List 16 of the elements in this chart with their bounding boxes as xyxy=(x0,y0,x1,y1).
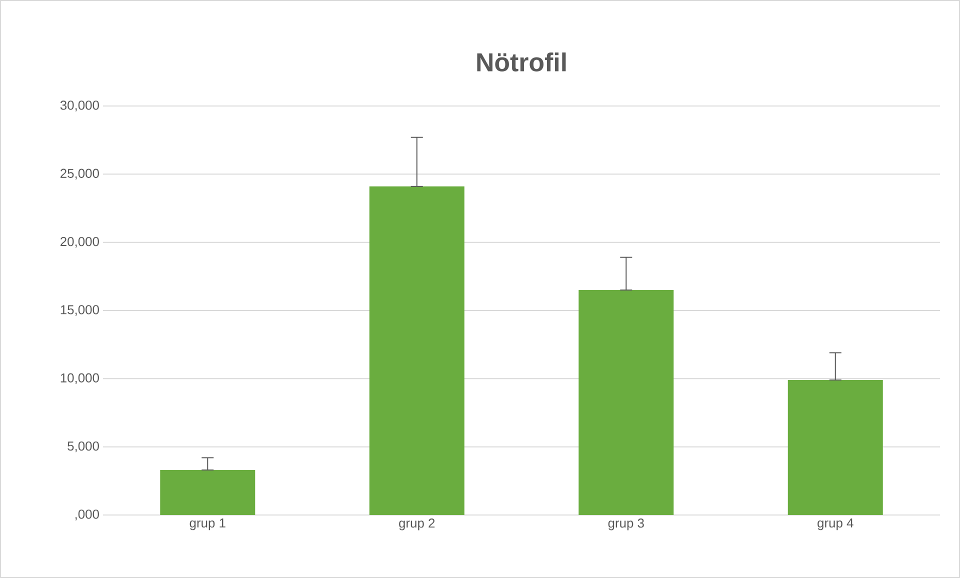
bar xyxy=(788,380,883,515)
x-tick-label: grup 3 xyxy=(608,518,644,530)
y-tick-label: 20,000 xyxy=(60,236,99,248)
y-tick-label: 30,000 xyxy=(60,100,99,112)
bar xyxy=(369,186,464,515)
y-tick-label: 15,000 xyxy=(60,305,99,316)
bar xyxy=(160,470,256,515)
y-tick-label: ,000 xyxy=(75,510,99,520)
x-tick-label: grup 2 xyxy=(399,518,435,530)
x-tick-label: grup 4 xyxy=(818,518,854,530)
chart-title: Nötrofil xyxy=(477,52,566,72)
y-tick-label: 25,000 xyxy=(60,168,99,180)
x-tick-label: grup 1 xyxy=(190,518,226,530)
y-tick-label: 5,000 xyxy=(68,441,99,452)
bar xyxy=(578,290,674,515)
y-tick-label: 10,000 xyxy=(60,373,99,384)
